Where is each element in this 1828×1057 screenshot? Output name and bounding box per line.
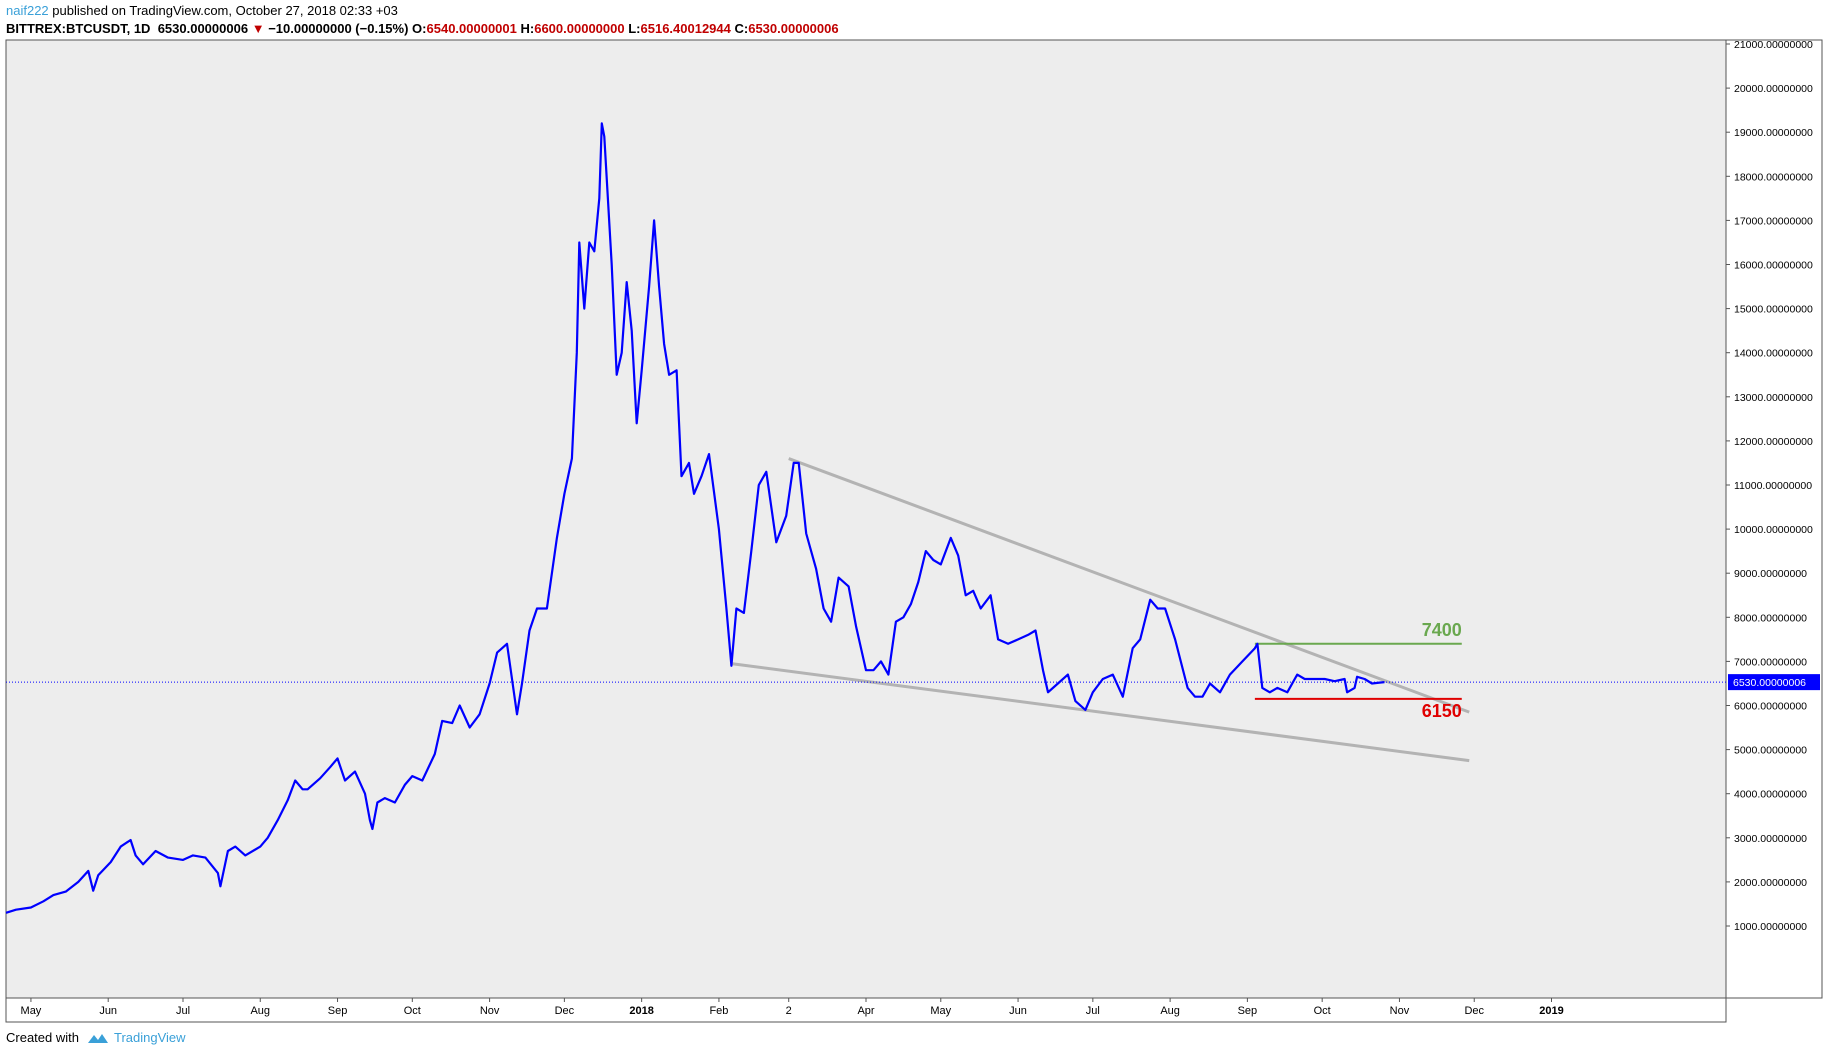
x-tick-label: Aug (1160, 1005, 1180, 1017)
trendline (731, 662, 1470, 763)
y-tick-label: 16000.00000000 (1734, 260, 1813, 272)
open-label: O: (412, 21, 427, 36)
trendlines (731, 457, 1470, 763)
y-tick-label: 20000.00000000 (1734, 83, 1813, 95)
price-tag-box (1728, 674, 1820, 691)
x-tick-label: Jun (99, 1005, 117, 1017)
footer: Created with TradingView (6, 1030, 186, 1045)
last-price: 6530.00000006 (157, 21, 249, 36)
y-tick-label: 18000.00000000 (1734, 171, 1813, 183)
y-tick-label: 12000.00000000 (1734, 436, 1813, 448)
y-tick-label: 4000.00000000 (1734, 789, 1807, 801)
y-tick-label: 1000.00000000 (1734, 921, 1807, 933)
y-tick-label: 13000.00000000 (1734, 392, 1813, 404)
x-axis-ticks: May Jun Jul Aug Sep Oct Nov Dec 2018 Feb 2 Apr May Ju… (21, 998, 1564, 1017)
x-tick-label: Jun (1009, 1005, 1027, 1017)
low-value: 6516.40012944 (640, 21, 731, 36)
x-tick-label: May (21, 1005, 42, 1017)
price-tag-label: 6530.00000006 (1733, 677, 1806, 689)
x-tick-label: Jul (1086, 1005, 1100, 1017)
price-change: −10.00000000 (−0.15%) (268, 21, 409, 36)
x-tick-label: Nov (1390, 1005, 1410, 1017)
x-tick-label: Feb (709, 1005, 728, 1017)
current-price-tag: 6530.00000006 (1728, 674, 1820, 691)
x-tick-label: Nov (480, 1005, 500, 1017)
price-axis[interactable] (1725, 39, 1823, 999)
symbol-info: BITTREX:BTCUSDT, 1D 6530.00000006 ▼ −10.… (6, 21, 839, 36)
x-tick-label: 2 (786, 1005, 792, 1017)
published-text: published on TradingView.com, October 27… (52, 3, 398, 18)
close-label: C: (734, 21, 749, 36)
x-tick-label: 2019 (1539, 1005, 1563, 1017)
x-tick-label: Jul (176, 1005, 190, 1017)
x-tick-label: Oct (404, 1005, 421, 1017)
price-levels: 7400 6150 (1254, 620, 1462, 721)
brand-label: TradingView (113, 1030, 186, 1045)
trendline (788, 457, 1470, 714)
y-tick-label: 5000.00000000 (1734, 745, 1807, 757)
level-label: 6150 (1422, 701, 1462, 721)
created-with-text: Created with (6, 1030, 79, 1045)
tradingview-brand[interactable]: TradingView (87, 1030, 186, 1045)
level-label: 7400 (1422, 620, 1462, 640)
x-tick-label: Sep (1238, 1005, 1258, 1017)
x-tick-label: Dec (555, 1005, 575, 1017)
x-tick-label: Dec (1464, 1005, 1484, 1017)
x-tick-label: Apr (857, 1005, 874, 1017)
high-label: H: (520, 21, 535, 36)
symbol-label: BITTREX:BTCUSDT, 1D (6, 21, 151, 36)
x-tick-label: Oct (1314, 1005, 1331, 1017)
y-tick-label: 11000.00000000 (1734, 480, 1812, 492)
low-label: L: (628, 21, 641, 36)
x-tick-label: Aug (250, 1005, 270, 1017)
y-tick-label: 21000.00000000 (1734, 39, 1813, 51)
price-series-line (5, 122, 1385, 914)
y-tick-label: 9000.00000000 (1734, 568, 1807, 580)
publish-info: naif222 published on TradingView.com, Oc… (6, 3, 398, 18)
y-tick-label: 19000.00000000 (1734, 127, 1813, 139)
plot-area[interactable] (5, 39, 1727, 999)
y-tick-label: 17000.00000000 (1734, 215, 1813, 227)
down-arrow-icon: ▼ (251, 21, 265, 36)
y-tick-label: 2000.00000000 (1734, 877, 1807, 889)
y-tick-label: 8000.00000000 (1734, 612, 1807, 624)
y-tick-label: 3000.00000000 (1734, 833, 1807, 845)
y-tick-label: 6000.00000000 (1734, 701, 1807, 713)
y-tick-label: 14000.00000000 (1734, 348, 1813, 360)
x-tick-label: May (930, 1005, 951, 1017)
y-tick-label: 7000.00000000 (1734, 656, 1807, 668)
y-axis-ticks: 1000.00000000 2000.00000000 3000.00000000 4… (1726, 39, 1813, 933)
tradingview-logo-icon (87, 1033, 108, 1043)
high-value: 6600.00000000 (534, 21, 625, 36)
x-tick-label: 2018 (629, 1005, 653, 1017)
author-name[interactable]: naif222 (6, 3, 49, 18)
y-tick-label: 10000.00000000 (1734, 524, 1813, 536)
open-value: 6540.00000001 (426, 21, 517, 36)
close-value: 6530.00000006 (748, 21, 839, 36)
x-tick-label: Sep (328, 1005, 348, 1017)
y-tick-label: 15000.00000000 (1734, 304, 1813, 316)
